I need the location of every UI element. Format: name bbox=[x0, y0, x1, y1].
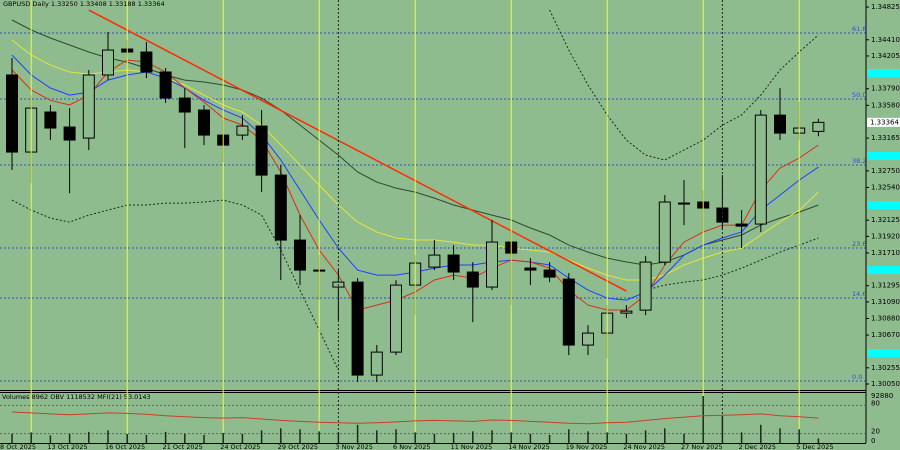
candle-body bbox=[466, 271, 479, 288]
x-tick-label: 16 Oct 2025 bbox=[105, 443, 145, 450]
candle-body bbox=[140, 51, 153, 73]
y-tick-label: 1.30670 bbox=[871, 331, 900, 339]
last-price-label: 1.33364 bbox=[870, 118, 899, 126]
y-tick-label: 1.32125 bbox=[871, 216, 900, 224]
candle-body bbox=[447, 254, 460, 273]
x-tick-label: 24 Nov 2025 bbox=[623, 443, 665, 450]
candle-body bbox=[524, 267, 537, 271]
mfi-line bbox=[11, 411, 819, 425]
fib-label: 23.6 bbox=[852, 240, 866, 248]
x-tick-label: 21 Oct 2025 bbox=[163, 443, 203, 450]
indicator-label: Volumes 8962 OBV 1118532 MFI(21) 53.0143 bbox=[2, 393, 151, 401]
x-tick-label: 27 Nov 2025 bbox=[681, 443, 723, 450]
x-tick-label: 19 Nov 2025 bbox=[566, 443, 608, 450]
candle-body bbox=[812, 121, 825, 132]
alert-level bbox=[867, 266, 900, 275]
y-tick-label: 1.31295 bbox=[871, 282, 900, 290]
candle-body bbox=[255, 125, 268, 176]
mfi-tick-label: 80 bbox=[871, 399, 880, 407]
candle-body bbox=[486, 241, 498, 288]
candle-body bbox=[274, 174, 287, 241]
chart-title: GBPUSD,Daily 1.33250 1.33408 1.33188 1.3… bbox=[3, 0, 165, 8]
candle-body bbox=[620, 310, 633, 314]
alert-level bbox=[867, 201, 900, 210]
candle-body bbox=[63, 126, 76, 141]
candle-body bbox=[678, 202, 690, 205]
fib-label: 61.8 bbox=[852, 25, 866, 33]
volume-tick-label: 92880 bbox=[871, 392, 893, 400]
candle-body bbox=[294, 239, 306, 271]
alert-level bbox=[867, 152, 900, 160]
y-tick-label: 1.32750 bbox=[871, 167, 900, 175]
fib-label: 50.0 bbox=[852, 91, 866, 99]
candle-body bbox=[178, 97, 191, 113]
x-tick-label: 29 Oct 2025 bbox=[278, 443, 318, 450]
candle-body bbox=[428, 254, 441, 268]
candle-body bbox=[582, 332, 594, 346]
y-tick-label: 1.33790 bbox=[871, 85, 900, 93]
x-tick-label: 11 Nov 2025 bbox=[451, 443, 493, 450]
candle-body bbox=[351, 281, 364, 376]
candle-body bbox=[370, 351, 383, 376]
y-tick-label: 1.30050 bbox=[871, 380, 900, 388]
candle-body bbox=[198, 109, 210, 136]
candle-body bbox=[159, 71, 172, 99]
mfi-tick-label: 0 bbox=[871, 437, 875, 445]
candle-body bbox=[236, 125, 249, 136]
y-tick-label: 1.30255 bbox=[871, 364, 900, 372]
y-tick-label: 1.33165 bbox=[871, 134, 900, 142]
y-tick-label: 1.30880 bbox=[871, 314, 900, 322]
candle-body bbox=[754, 114, 767, 225]
candle-body bbox=[658, 201, 671, 263]
alert-level bbox=[867, 349, 900, 358]
candle-body bbox=[82, 74, 95, 139]
y-tick-label: 1.31710 bbox=[871, 249, 900, 257]
moving-average bbox=[549, 9, 819, 161]
x-tick-label: 14 Nov 2025 bbox=[508, 443, 550, 450]
fib-label: 38.2 bbox=[852, 157, 866, 165]
fib-label: 14.6 bbox=[852, 290, 866, 298]
x-tick-label: 2 Dec 2025 bbox=[739, 443, 776, 450]
last-price-box bbox=[867, 117, 900, 127]
y-tick-label: 1.31090 bbox=[871, 298, 900, 306]
moving-average bbox=[11, 199, 819, 371]
y-tick-label: 1.32540 bbox=[871, 183, 900, 191]
y-tick-label: 1.34205 bbox=[871, 52, 900, 60]
fib-label: 0.0 bbox=[852, 373, 862, 381]
mfi-tick-label: 20 bbox=[871, 428, 880, 436]
y-tick-label: 1.31920 bbox=[871, 232, 900, 240]
x-tick-label: 6 Nov 2025 bbox=[393, 443, 431, 450]
candle-body bbox=[639, 261, 652, 311]
x-tick-label: 8 Oct 2025 bbox=[0, 443, 36, 450]
candle-body bbox=[6, 74, 18, 153]
candle-body bbox=[390, 284, 402, 353]
candle-body bbox=[562, 278, 575, 346]
candle-body bbox=[102, 49, 114, 76]
y-tick-label: 1.34825 bbox=[871, 3, 900, 11]
alert-level bbox=[867, 69, 900, 78]
y-tick-label: 1.33580 bbox=[871, 101, 900, 109]
candle-body bbox=[543, 269, 556, 278]
candle-body bbox=[44, 111, 57, 129]
x-tick-label: 24 Oct 2025 bbox=[220, 443, 260, 450]
candle-body bbox=[716, 207, 729, 223]
trendline bbox=[88, 9, 627, 292]
y-tick-label: 1.34410 bbox=[871, 36, 900, 44]
x-tick-label: 5 Dec 2025 bbox=[796, 443, 833, 450]
x-tick-label: 3 Nov 2025 bbox=[335, 443, 373, 450]
candle-body bbox=[774, 114, 786, 134]
candle-body bbox=[735, 223, 748, 227]
x-tick-label: 13 Oct 2025 bbox=[47, 443, 87, 450]
